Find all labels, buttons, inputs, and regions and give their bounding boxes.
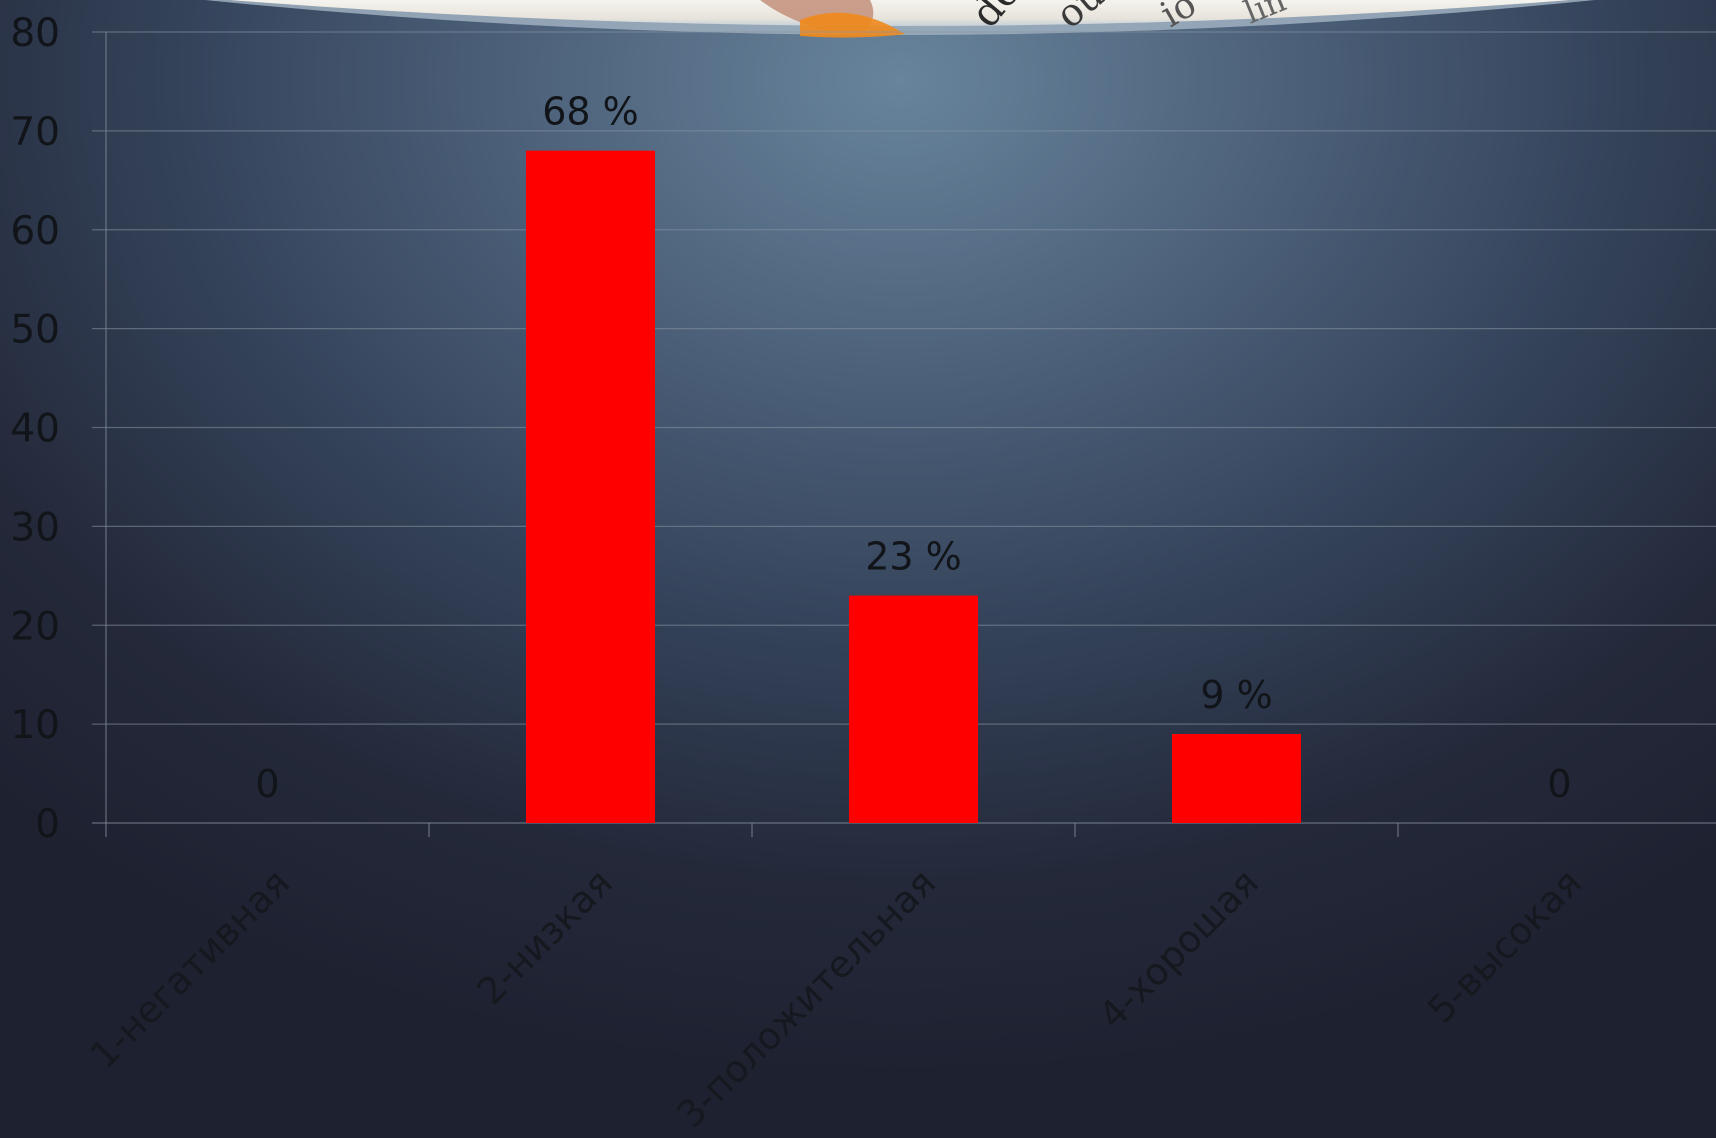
- y-tick-label: 0: [35, 802, 60, 847]
- x-axis-category-labels: 1-негативная 2-низкая 3-положительная 4-хор…: [82, 861, 1590, 1136]
- data-label: 0: [1547, 762, 1571, 806]
- gridlines: [92, 31, 1716, 824]
- y-tick-label: 80: [10, 11, 60, 56]
- x-category-label: 4-хорошая: [1091, 861, 1267, 1037]
- x-category-label: 3-положительная: [669, 861, 944, 1136]
- svg-text:lin: lin: [1239, 0, 1291, 31]
- data-label: 68 %: [542, 90, 639, 134]
- y-tick-label: 50: [10, 308, 60, 353]
- bar-series: [526, 150, 1301, 823]
- data-labels: 0 68 % 23 % 9 % 0: [255, 90, 1571, 806]
- data-label: 0: [255, 762, 279, 806]
- bar: [526, 150, 655, 823]
- y-tick-label: 40: [10, 407, 60, 452]
- x-category-label: 5-высокая: [1419, 861, 1590, 1032]
- y-tick-label: 10: [10, 703, 60, 748]
- bar: [849, 595, 978, 823]
- x-category-label: 1-негативная: [82, 861, 298, 1077]
- photo-of-printed-page-icon: de ou io lin: [205, 0, 1595, 38]
- axes: [105, 32, 1399, 837]
- data-label: 23 %: [865, 535, 962, 579]
- x-category-label: 2-низкая: [469, 861, 621, 1013]
- y-tick-label: 20: [10, 604, 60, 649]
- data-label: 9 %: [1200, 673, 1272, 717]
- y-tick-label: 60: [10, 209, 60, 254]
- y-axis-tick-labels: 0 10 20 30 40 50 60 70 80: [10, 11, 60, 847]
- y-tick-label: 30: [10, 505, 60, 550]
- y-tick-label: 70: [10, 110, 60, 155]
- bar: [1172, 734, 1301, 823]
